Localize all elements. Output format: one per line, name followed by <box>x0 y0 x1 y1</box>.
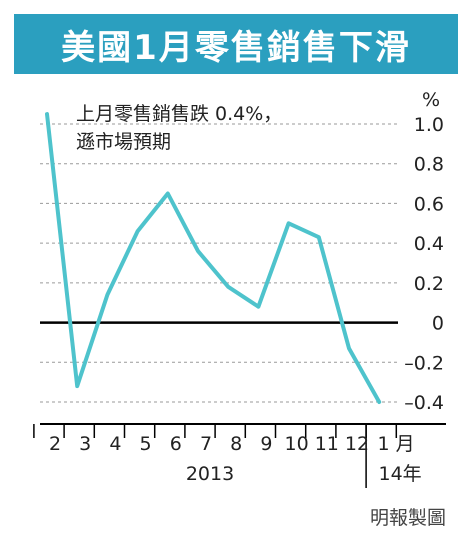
y-tick-label: –0.4 <box>404 392 444 414</box>
x-tick-label: 7 <box>200 433 212 455</box>
y-tick-label: 0.4 <box>414 233 444 255</box>
x-tick-label: 9 <box>260 433 272 455</box>
annotation-line: 上月零售銷售跌 0.4%， <box>76 103 282 125</box>
y-unit-label: % <box>422 89 440 111</box>
x-tick-label: 3 <box>79 433 91 455</box>
y-tick-label: 1.0 <box>414 114 444 136</box>
series <box>45 112 382 404</box>
x-tick-label: 5 <box>140 433 152 455</box>
x-tick-label: 1 月 <box>378 433 415 455</box>
annotation-line: 遜市場預期 <box>76 131 171 153</box>
year-label-2014: 14年 <box>379 463 422 485</box>
x-tick-label: 12 <box>345 433 369 455</box>
x-tick-labels: 2 3 4 5 6 7 8 9 10 11 12 1 月 2013 14年 <box>49 433 422 485</box>
source-credit: 明報製圖 <box>370 507 446 529</box>
chart-title: 美國1月零售銷售下滑 <box>14 14 458 74</box>
y-tick-label: 0 <box>432 313 444 335</box>
y-tick-label: 0.2 <box>414 273 444 295</box>
gridlines <box>40 123 398 403</box>
x-tick-label: 11 <box>315 433 339 455</box>
y-tick-labels: 1.0 0.8 0.6 0.4 0.2 0 –0.2 –0.4 <box>404 114 444 414</box>
y-tick-label: –0.2 <box>404 352 444 374</box>
year-label-2013: 2013 <box>186 463 234 485</box>
x-tick-label: 2 <box>49 433 61 455</box>
y-tick-label: 0.6 <box>414 193 444 215</box>
series-line <box>45 112 382 404</box>
x-tick-label: 10 <box>285 433 309 455</box>
x-tick-label: 6 <box>170 433 182 455</box>
y-tick-label: 0.8 <box>414 154 444 176</box>
x-tick-label: 8 <box>230 433 242 455</box>
x-tick-label: 4 <box>109 433 121 455</box>
